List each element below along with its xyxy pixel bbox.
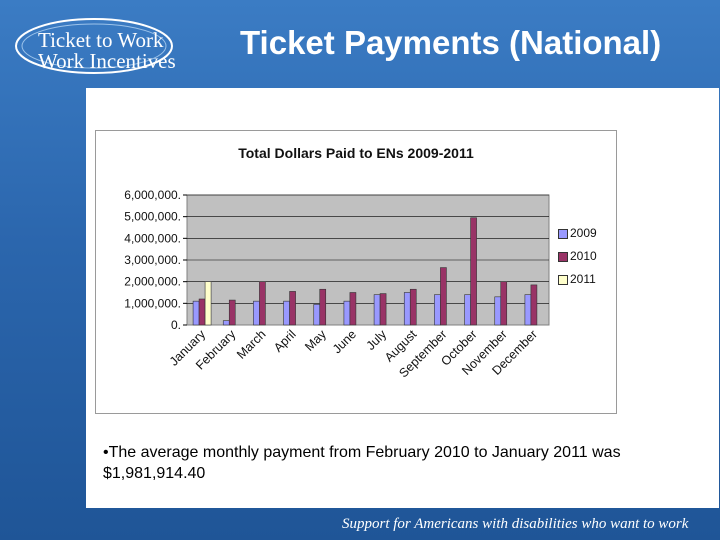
bar-2010-september xyxy=(440,267,447,326)
bar-2009-december xyxy=(524,294,532,326)
y-tick-label: 1,000,000. xyxy=(124,296,181,310)
bar-2010-april xyxy=(289,291,296,326)
y-tick-label: 4,000,000. xyxy=(124,231,181,245)
bar-2010-february xyxy=(228,299,236,326)
bar-2009-june xyxy=(343,300,351,326)
legend-label-2010: 2010 xyxy=(570,249,597,263)
bar-2009-may xyxy=(313,304,321,326)
logo-text-line2: Work Incentives xyxy=(38,49,176,73)
bar-2009-april xyxy=(283,300,290,326)
y-tick-label: 0. xyxy=(171,318,181,332)
bar-2010-march xyxy=(259,281,266,326)
y-tick-label: 6,000,000. xyxy=(124,188,181,202)
bar-2011-january xyxy=(204,281,212,326)
bar-2009-september xyxy=(434,294,441,326)
bar-2009-february xyxy=(222,320,230,326)
x-tick-label: April xyxy=(271,327,299,355)
bar-2010-november xyxy=(500,281,508,326)
slide-title: Ticket Payments (National) xyxy=(240,24,662,61)
legend-label-2009: 2009 xyxy=(570,226,597,240)
x-tick-label: July xyxy=(364,327,390,353)
logo-text-line1: Ticket to Work xyxy=(38,28,164,52)
legend-swatch-2010 xyxy=(558,252,568,262)
bar-2010-july xyxy=(379,293,387,326)
bar-2010-december xyxy=(530,284,538,326)
ticket-to-work-logo: Ticket to Work Work Incentives xyxy=(10,12,178,78)
bar-2009-january xyxy=(192,300,200,326)
x-tick-label: May xyxy=(302,327,329,354)
bar-2009-march xyxy=(253,300,260,326)
bar-2009-july xyxy=(373,294,381,326)
y-tick-label: 3,000,000. xyxy=(124,253,181,267)
y-tick-label: 5,000,000. xyxy=(124,210,181,224)
average-payment-note: •The average monthly payment from Februa… xyxy=(103,444,621,482)
bar-2009-october xyxy=(464,294,471,326)
y-tick-label: 2,000,000. xyxy=(124,275,181,289)
bar-2010-october xyxy=(470,217,477,326)
legend-label-2011: 2011 xyxy=(570,272,596,286)
bar-2009-november xyxy=(494,296,502,326)
bar-2010-may xyxy=(319,288,327,326)
bar-2010-august xyxy=(409,288,417,326)
x-tick-label: March xyxy=(234,327,268,361)
bar-2010-june xyxy=(349,292,357,326)
bar-2009-august xyxy=(403,292,411,326)
bar-chart: 0. 1,000,000. 2,000,000. 3,000,000. 4,000,00… xyxy=(124,188,550,380)
bar-2010-january xyxy=(198,298,206,326)
legend-swatch-2009 xyxy=(558,229,568,239)
x-tick-label: June xyxy=(330,327,359,356)
footer-tagline: Support for Americans with disabilities … xyxy=(342,516,689,532)
chart-title: Total Dollars Paid to ENs 2009-2011 xyxy=(238,145,474,161)
legend-swatch-2011 xyxy=(558,275,568,285)
chart-frame: Total Dollars Paid to ENs 2009-2011 0. 1,… xyxy=(95,130,617,414)
